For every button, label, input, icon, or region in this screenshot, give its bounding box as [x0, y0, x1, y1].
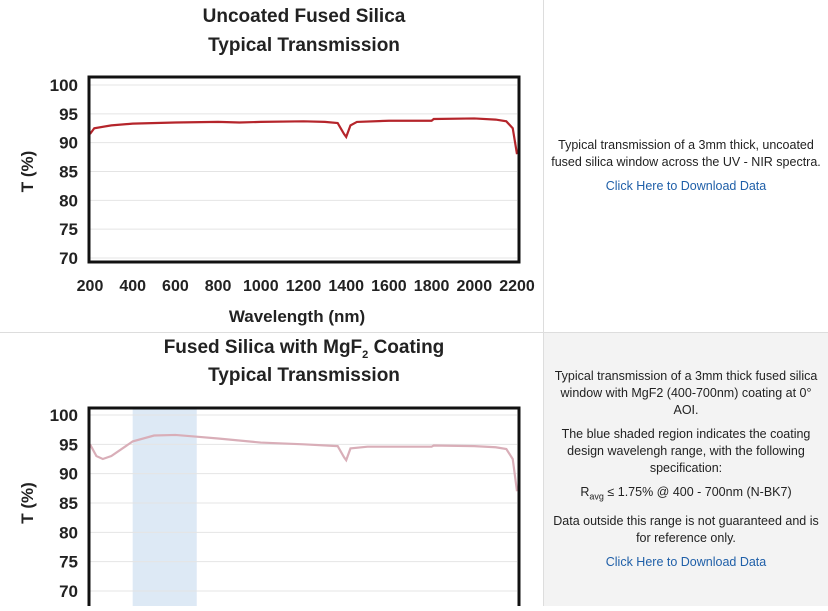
chart-title: Uncoated Fused Silica: [203, 6, 406, 27]
title-text: Coating: [368, 337, 444, 358]
x-tick-label: 200: [77, 278, 104, 295]
title-text: Uncoated Fused Silica: [203, 6, 406, 27]
specification: Ravg ≤ 1.75% @ 400 - 700nm (N-BK7): [580, 484, 791, 506]
x-tick-label: 1400: [328, 278, 364, 295]
spec-subscript: avg: [589, 491, 604, 502]
chart-cell: Uncoated Fused Silica Typical Transmissio…: [0, 0, 544, 332]
chart-title: Typical Transmission: [208, 365, 400, 386]
x-tick-label: 1200: [286, 278, 322, 295]
y-tick-label: 95: [59, 435, 78, 454]
x-axis-label: Wavelength (nm): [229, 307, 365, 326]
y-tick-label: 70: [59, 582, 78, 601]
chart: Fused Silica with MgF2 Coating Typical Tr…: [18, 337, 521, 611]
download-link[interactable]: Click Here to Download Data: [605, 179, 767, 193]
y-tick-label: 90: [59, 134, 78, 153]
description-cell: Typical transmission of a 3mm thick fuse…: [544, 333, 828, 606]
y-tick-label: 75: [59, 553, 78, 572]
y-axis-label: T (%): [18, 482, 37, 524]
title-text: Fused Silica with MgF: [164, 337, 362, 358]
y-tick-label: 70: [59, 249, 78, 268]
row: Uncoated Fused Silica Typical Transmissio…: [0, 0, 828, 333]
description-cell: Typical transmission of a 3mm thick, unc…: [544, 0, 828, 332]
y-tick-label: 80: [59, 523, 78, 542]
x-tick-label: 600: [162, 278, 189, 295]
y-tick-label: 100: [50, 406, 78, 425]
description: The blue shaded region indicates the coa…: [561, 427, 811, 476]
note: Data outside this range is not guarantee…: [553, 513, 819, 545]
x-tick-label: 1000: [243, 278, 279, 295]
download-link[interactable]: Click Here to Download Data: [605, 554, 767, 569]
chart-cell: Fused Silica with MgF2 Coating Typical Tr…: [0, 333, 544, 611]
x-tick-label: 800: [205, 278, 232, 295]
title-subscript: 2: [362, 349, 368, 361]
chart-title: Typical Transmission: [208, 35, 400, 56]
y-tick-label: 85: [59, 163, 78, 182]
plot-frame: [87, 406, 521, 611]
shaded-range: [132, 408, 197, 611]
x-tick-label: 2000: [457, 278, 493, 295]
description: Typical transmission of a 3mm thick, unc…: [551, 138, 821, 169]
y-tick-label: 80: [59, 191, 78, 210]
data-line: [89, 117, 519, 155]
y-tick-label: 95: [59, 105, 78, 124]
y-tick-label: 90: [59, 465, 78, 484]
data-line: [89, 433, 519, 492]
chart-title: Fused Silica with MgF2 Coating: [164, 337, 445, 361]
y-tick-label: 75: [59, 220, 78, 239]
x-tick-label: 400: [119, 278, 146, 295]
y-tick-label: 100: [50, 76, 78, 95]
row: Fused Silica with MgF2 Coating Typical Tr…: [0, 333, 828, 611]
y-axis-label: T (%): [18, 151, 37, 193]
spec-text: ≤ 1.75% @ 400 - 700nm (N-BK7): [607, 485, 792, 500]
y-tick-label: 85: [59, 494, 78, 513]
x-tick-label: 1800: [414, 278, 450, 295]
plot-frame: [87, 75, 521, 264]
x-tick-label: 2200: [499, 278, 535, 295]
chart: Uncoated Fused Silica Typical Transmissio…: [18, 6, 535, 326]
description: Typical transmission of a 3mm thick fuse…: [554, 369, 818, 418]
x-tick-label: 1600: [371, 278, 407, 295]
spec-symbol: R: [580, 485, 590, 500]
